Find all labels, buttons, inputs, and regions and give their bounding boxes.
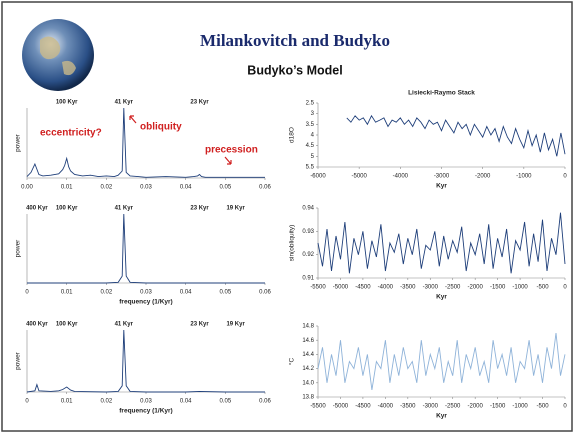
x-tick-label: -6000 (310, 174, 326, 180)
x-tick-label: -1000 (512, 404, 528, 410)
y-axis-label: sin(obliquity) (289, 225, 296, 262)
x-axis-label: Kyr (436, 183, 447, 190)
x-tick-label: 0.06 (259, 399, 271, 405)
y-axis-label: power (15, 239, 22, 258)
x-tick-label: -1000 (512, 285, 528, 291)
x-tick-label: 0.06 (259, 290, 271, 296)
x-tick-label: -5500 (310, 285, 326, 291)
x-tick-label: 0.04 (180, 399, 192, 405)
x-tick-label: -1500 (490, 404, 506, 410)
x-tick-label: 0.03 (140, 399, 152, 405)
y-tick-label: 3.5 (306, 122, 315, 128)
period-label: 23 Kyr (190, 322, 209, 328)
x-tick-label: -4000 (378, 404, 394, 410)
period-label: 100 Kyr (56, 206, 78, 212)
x-tick-label: -4500 (355, 285, 371, 291)
slide-subtitle: Budyko’s Model (247, 63, 342, 77)
period-label: 100 Kyr (56, 322, 78, 328)
x-tick-label: -4000 (378, 285, 394, 291)
slide-title: Milankovitch and Budyko (200, 31, 390, 50)
x-tick-label: -5000 (333, 404, 349, 410)
period-label: 41 Kyr (115, 322, 134, 328)
period-label: 41 Kyr (115, 206, 134, 212)
x-tick-label: 0.03 (140, 185, 152, 191)
x-tick-label: -500 (537, 285, 550, 291)
y-tick-label: 14.0 (302, 380, 314, 386)
y-tick-label: 0.92 (302, 252, 314, 258)
x-axis-label: Kyr (436, 294, 447, 301)
x-tick-label: 0.01 (61, 399, 73, 405)
chart-title: Lisiecki-Raymo Stack (408, 90, 475, 97)
period-label: 23 Kyr (190, 206, 209, 212)
x-tick-label: -4000 (393, 174, 409, 180)
x-tick-label: 0.05 (219, 185, 231, 191)
y-axis-label: power (15, 351, 22, 370)
y-tick-label: 0.91 (302, 276, 314, 282)
y-tick-label: 14.8 (302, 324, 314, 330)
x-tick-label: -500 (537, 404, 550, 410)
y-axis-label: °C (288, 358, 296, 366)
x-tick-label: 0.00 (21, 185, 33, 191)
y-tick-label: 0.94 (302, 206, 314, 212)
y-tick-label: 13.8 (302, 395, 314, 401)
x-tick-label: -5000 (333, 285, 349, 291)
x-tick-label: 0.02 (100, 185, 112, 191)
y-tick-label: 4.5 (306, 143, 315, 149)
x-tick-label: -5500 (310, 404, 326, 410)
x-tick-label: -3000 (423, 285, 439, 291)
period-label: 19 Kyr (226, 322, 245, 328)
x-tick-label: -2500 (445, 404, 461, 410)
x-axis-label: Kyr (436, 413, 447, 420)
period-label: 41 Kyr (115, 100, 134, 106)
x-tick-label: -3000 (423, 404, 439, 410)
y-tick-label: 2.5 (306, 101, 315, 107)
x-tick-label: 0.02 (100, 399, 112, 405)
period-label: 400 Kyr (26, 206, 48, 212)
annotation: eccentricity? (40, 128, 102, 139)
x-tick-label: 0.04 (180, 185, 192, 191)
x-tick-label: 0.01 (61, 290, 73, 296)
y-axis-label: power (15, 133, 22, 152)
x-tick-label: 0.04 (180, 290, 192, 296)
period-label: 23 Kyr (190, 100, 209, 106)
x-tick-label: -2000 (468, 285, 484, 291)
x-axis-label: frequency (1/Kyr) (119, 299, 172, 306)
y-tick-label: 0.93 (302, 229, 314, 235)
x-tick-label: -2500 (445, 285, 461, 291)
y-axis-label: d18O (289, 127, 296, 143)
y-tick-label: 14.2 (302, 366, 314, 372)
x-axis-label: frequency (1/Kyr) (119, 408, 172, 415)
x-tick-label: 0.06 (259, 185, 271, 191)
annotation: obliquity (140, 122, 182, 133)
y-tick-label: 14.6 (302, 338, 314, 344)
period-label: 19 Kyr (226, 206, 245, 212)
period-label: 400 Kyr (26, 322, 48, 328)
x-tick-label: -3500 (400, 285, 416, 291)
x-tick-label: -2000 (475, 174, 491, 180)
x-tick-label: 0.01 (61, 185, 73, 191)
x-tick-label: -3000 (434, 174, 450, 180)
x-tick-label: 0.02 (100, 290, 112, 296)
x-tick-label: 0.05 (219, 399, 231, 405)
x-tick-label: -3500 (400, 404, 416, 410)
annotation: precession (205, 145, 258, 156)
y-tick-label: 5.5 (306, 165, 315, 171)
y-tick-label: 14.4 (302, 352, 314, 358)
x-tick-label: -5000 (351, 174, 367, 180)
x-tick-label: -4500 (355, 404, 371, 410)
period-label: 100 Kyr (56, 100, 78, 106)
x-tick-label: 0.05 (219, 290, 231, 296)
x-tick-label: -1000 (516, 174, 532, 180)
slide: Milankovitch and Budyko Budyko’s Model 0… (0, 0, 574, 433)
x-tick-label: -2000 (468, 404, 484, 410)
globe (22, 19, 94, 91)
x-tick-label: 0.03 (140, 290, 152, 296)
x-tick-label: -1500 (490, 285, 506, 291)
